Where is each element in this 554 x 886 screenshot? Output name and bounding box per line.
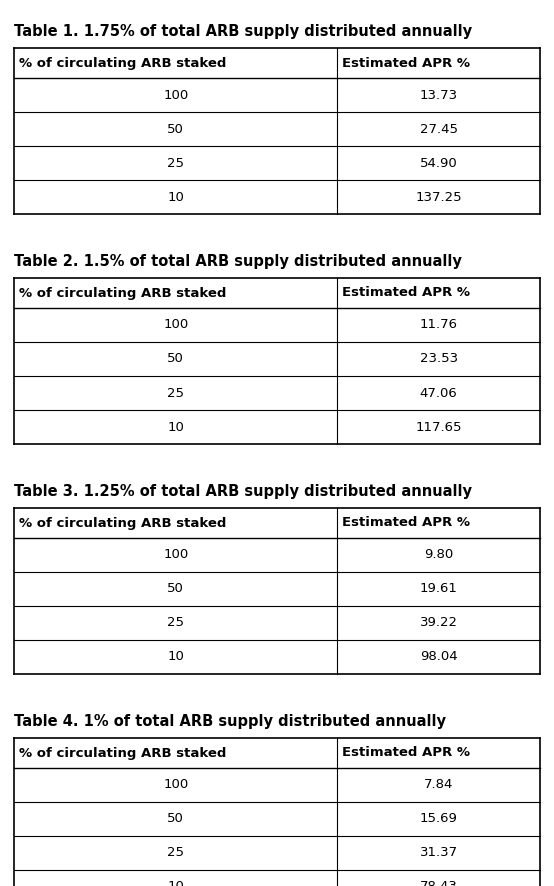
Text: 11.76: 11.76	[420, 318, 458, 331]
Text: 100: 100	[163, 548, 188, 562]
Bar	[14, 410, 540, 444]
Text: 23.53: 23.53	[420, 353, 458, 366]
Text: 117.65: 117.65	[416, 421, 462, 433]
Text: 25: 25	[167, 157, 184, 169]
Text: 98.04: 98.04	[420, 650, 458, 664]
Text: Estimated APR %: Estimated APR %	[342, 57, 470, 69]
Bar	[14, 606, 540, 640]
Text: Estimated APR %: Estimated APR %	[342, 747, 470, 759]
Text: 50: 50	[167, 582, 184, 595]
Text: 25: 25	[167, 846, 184, 859]
Text: Table 2. 1.5% of total ARB supply distributed annually: Table 2. 1.5% of total ARB supply distri…	[14, 254, 462, 269]
Bar	[14, 308, 540, 342]
Text: Table 4. 1% of total ARB supply distributed annually: Table 4. 1% of total ARB supply distribu…	[14, 714, 446, 729]
Text: 13.73: 13.73	[420, 89, 458, 102]
Text: Table 1. 1.75% of total ARB supply distributed annually: Table 1. 1.75% of total ARB supply distr…	[14, 24, 472, 39]
Bar	[14, 870, 540, 886]
Text: 25: 25	[167, 386, 184, 400]
Text: 100: 100	[163, 89, 188, 102]
Bar	[14, 538, 540, 572]
Text: % of circulating ARB staked: % of circulating ARB staked	[19, 57, 227, 69]
Text: 10: 10	[167, 881, 184, 886]
Text: 10: 10	[167, 190, 184, 204]
Text: Table 3. 1.25% of total ARB supply distributed annually: Table 3. 1.25% of total ARB supply distr…	[14, 485, 472, 500]
Bar	[14, 376, 540, 410]
Text: % of circulating ARB staked: % of circulating ARB staked	[19, 286, 227, 299]
Text: 54.90: 54.90	[420, 157, 458, 169]
Bar	[14, 78, 540, 112]
Text: 100: 100	[163, 318, 188, 331]
Text: 47.06: 47.06	[420, 386, 458, 400]
Bar	[14, 572, 540, 606]
Text: 10: 10	[167, 421, 184, 433]
Text: 50: 50	[167, 122, 184, 136]
Text: 19.61: 19.61	[420, 582, 458, 595]
Text: 25: 25	[167, 617, 184, 629]
Text: 27.45: 27.45	[420, 122, 458, 136]
Bar	[14, 146, 540, 180]
Text: 50: 50	[167, 812, 184, 826]
Text: % of circulating ARB staked: % of circulating ARB staked	[19, 747, 227, 759]
Text: 10: 10	[167, 650, 184, 664]
Text: 100: 100	[163, 779, 188, 791]
Text: Estimated APR %: Estimated APR %	[342, 286, 470, 299]
Bar	[14, 48, 540, 78]
Text: 9.80: 9.80	[424, 548, 453, 562]
Bar	[14, 640, 540, 674]
Bar	[14, 112, 540, 146]
Bar	[14, 738, 540, 768]
Bar	[14, 180, 540, 214]
Text: 39.22: 39.22	[420, 617, 458, 629]
Text: 78.43: 78.43	[420, 881, 458, 886]
Bar	[14, 278, 540, 308]
Bar	[14, 802, 540, 836]
Text: Estimated APR %: Estimated APR %	[342, 517, 470, 530]
Text: 137.25: 137.25	[416, 190, 462, 204]
Text: 7.84: 7.84	[424, 779, 453, 791]
Text: 50: 50	[167, 353, 184, 366]
Bar	[14, 342, 540, 376]
Bar	[14, 508, 540, 538]
Text: 15.69: 15.69	[420, 812, 458, 826]
Text: % of circulating ARB staked: % of circulating ARB staked	[19, 517, 227, 530]
Bar	[14, 836, 540, 870]
Text: 31.37: 31.37	[420, 846, 458, 859]
Bar	[14, 768, 540, 802]
